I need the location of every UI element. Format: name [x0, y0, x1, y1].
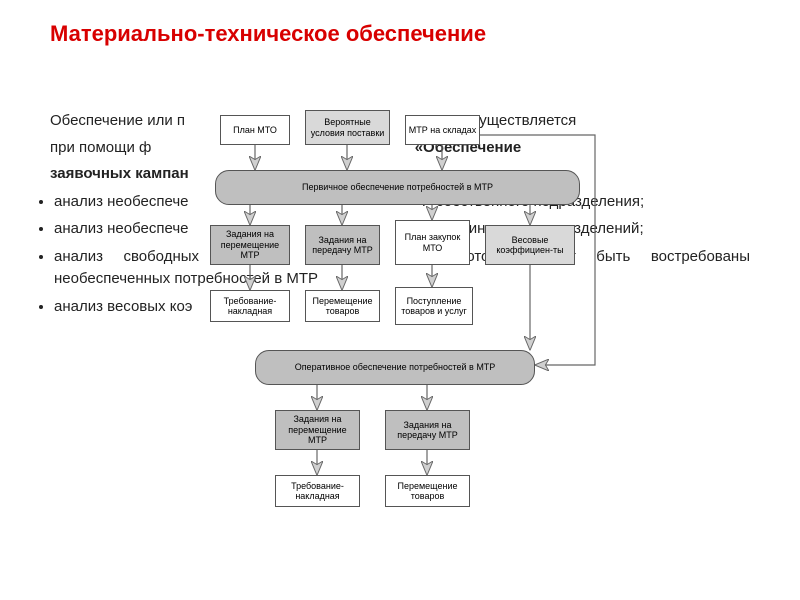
- bullet-text: анализ весовых коэ: [54, 298, 192, 315]
- flow-node-n13: Задания на перемещение МТР: [275, 410, 360, 450]
- page-title: Материально-техническое обеспечение: [0, 0, 800, 49]
- flow-node-n12: Оперативное обеспечение потребностей в М…: [255, 350, 535, 385]
- flow-node-n11: Поступление товаров и услуг: [395, 287, 473, 325]
- flow-node-n14: Задания на передачу МТР: [385, 410, 470, 450]
- flow-node-n6: Задания на передачу МТР: [305, 225, 380, 265]
- text-frag: Обеспечение или п: [50, 112, 185, 129]
- bullet-text: анализ необеспече: [54, 220, 189, 237]
- flow-node-n7: План закупок МТО: [395, 220, 470, 265]
- flowchart-diagram: План МТО Вероятные условия поставки МТР на…: [200, 105, 620, 575]
- flow-node-n4: Первичное обеспечение потребностей в МТР: [215, 170, 580, 205]
- bullet-text: анализ необеспече: [54, 193, 189, 210]
- flow-node-n1: План МТО: [220, 115, 290, 145]
- flow-node-n2: Вероятные условия поставки: [305, 110, 390, 145]
- bullet-text: анализ свободных: [54, 248, 219, 265]
- flow-node-n8: Весовые коэффициен-ты: [485, 225, 575, 265]
- flow-node-n3: МТР на складах: [405, 115, 480, 145]
- text-frag: при помощи ф: [50, 139, 151, 156]
- flow-node-n15: Требование-накладная: [275, 475, 360, 507]
- flow-node-n9: Требование-накладная: [210, 290, 290, 322]
- flow-node-n16: Перемещение товаров: [385, 475, 470, 507]
- flow-node-n5: Задания на перемещение МТР: [210, 225, 290, 265]
- flow-node-n10: Перемещение товаров: [305, 290, 380, 322]
